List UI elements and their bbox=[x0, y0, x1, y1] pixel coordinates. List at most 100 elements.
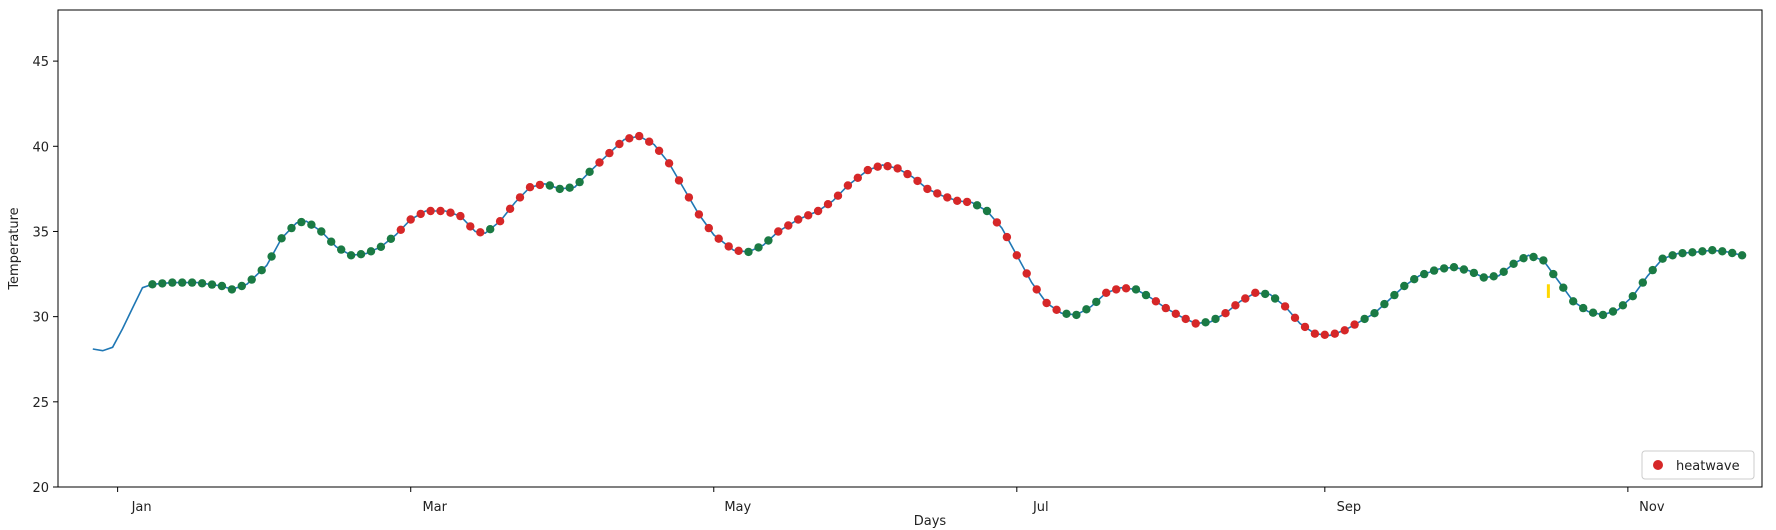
temperature-point bbox=[1638, 278, 1648, 287]
heatwave-point bbox=[1290, 313, 1300, 322]
x-axis-title: Days bbox=[914, 514, 947, 529]
heatwave-point bbox=[893, 164, 902, 173]
temperature-point bbox=[366, 247, 376, 256]
heatwave-point bbox=[863, 165, 872, 175]
temperature-point bbox=[257, 266, 266, 275]
temperature-point bbox=[1737, 251, 1747, 260]
temperature-point bbox=[1569, 297, 1578, 306]
heatwave-point bbox=[625, 134, 634, 143]
heatwave-point bbox=[962, 197, 972, 207]
temperature-point bbox=[1628, 292, 1638, 301]
y-tick-label: 30 bbox=[32, 311, 49, 326]
heatwave-point bbox=[1042, 298, 1051, 308]
temperature-point bbox=[1708, 246, 1717, 255]
heatwave-point bbox=[794, 215, 803, 224]
heatwave-point bbox=[1310, 329, 1320, 338]
heatwave-point bbox=[1300, 322, 1310, 332]
heatwave-point bbox=[515, 193, 525, 202]
temperature-point bbox=[1131, 285, 1141, 294]
y-axis: 20 25 30 35 40 45 bbox=[32, 55, 58, 496]
heatwave-point bbox=[1161, 303, 1171, 313]
heatwave-point bbox=[1340, 326, 1349, 335]
heatwave-point bbox=[933, 189, 942, 198]
temperature-point bbox=[1608, 307, 1618, 316]
temperature-point bbox=[555, 184, 564, 194]
heatwave-point bbox=[1032, 285, 1041, 294]
annotation-mark bbox=[1546, 284, 1550, 298]
heatwave-point bbox=[1171, 309, 1181, 318]
plot-frame bbox=[57, 9, 1763, 488]
temperature-point bbox=[1648, 265, 1657, 275]
x-tick-label: Jan bbox=[131, 500, 152, 515]
temperature-point bbox=[1579, 303, 1588, 313]
heatwave-point bbox=[823, 200, 833, 209]
temperature-point bbox=[1390, 290, 1399, 300]
heatwave-point bbox=[406, 215, 415, 224]
heatwave-point bbox=[804, 211, 813, 220]
temperature-point bbox=[1668, 251, 1677, 260]
heatwave-point bbox=[654, 146, 664, 155]
temperature-point bbox=[327, 237, 336, 246]
heatwave-point bbox=[923, 184, 932, 194]
temperature-point bbox=[1529, 252, 1538, 262]
heatwave-point bbox=[1231, 301, 1240, 310]
y-tick-label: 45 bbox=[32, 55, 49, 70]
temperature-point bbox=[585, 167, 594, 176]
heatwave-point bbox=[704, 223, 713, 233]
heatwave-point bbox=[1320, 330, 1330, 339]
legend-marker-heatwave bbox=[1653, 460, 1663, 470]
heatwave-point bbox=[426, 206, 435, 216]
heatwave-point bbox=[1121, 284, 1131, 293]
heatwave-point bbox=[1191, 319, 1200, 328]
heatwave-point bbox=[784, 221, 793, 230]
y-tick-label: 35 bbox=[32, 225, 49, 240]
heatwave-point bbox=[843, 181, 853, 190]
temperature-point bbox=[267, 252, 276, 261]
temperature-point bbox=[1092, 297, 1101, 307]
temperature-point bbox=[178, 278, 187, 287]
x-tick-label: May bbox=[724, 500, 751, 515]
temperature-point bbox=[1479, 273, 1489, 282]
temperature-point bbox=[1370, 309, 1379, 318]
temperature-point bbox=[1489, 272, 1498, 281]
heatwave-point bbox=[873, 162, 882, 171]
heatwave-point bbox=[1112, 285, 1121, 294]
temperature-point bbox=[187, 278, 197, 287]
temperature-line bbox=[92, 135, 1743, 352]
x-tick-label: Mar bbox=[422, 500, 447, 515]
temperature-point bbox=[217, 281, 227, 291]
temperature-point bbox=[337, 245, 346, 254]
heatwave-point bbox=[416, 209, 425, 219]
heatwave-point bbox=[913, 176, 922, 186]
temperature-point bbox=[1499, 267, 1508, 276]
temperature-point bbox=[1270, 294, 1280, 303]
heatwave-point bbox=[734, 246, 743, 255]
temperature-point bbox=[1588, 308, 1598, 317]
temperature-point bbox=[1549, 269, 1558, 279]
heatwave-point bbox=[535, 180, 545, 190]
temperature-point bbox=[1141, 290, 1151, 300]
temperature-point bbox=[207, 280, 217, 289]
temperature-point bbox=[297, 217, 306, 227]
heatwave-point bbox=[1280, 302, 1290, 311]
heatwave-point bbox=[1151, 297, 1161, 306]
temperature-point bbox=[1211, 314, 1220, 324]
heatwave-point bbox=[664, 159, 674, 168]
heatwave-point bbox=[1241, 294, 1250, 303]
heatwave-point bbox=[774, 227, 783, 236]
heatwave-point bbox=[396, 225, 405, 234]
temperature-point bbox=[1459, 265, 1469, 274]
heatwave-point bbox=[1002, 232, 1012, 242]
temperature-point bbox=[486, 225, 495, 234]
heatwave-point bbox=[476, 228, 485, 237]
heatwave-point bbox=[853, 173, 862, 182]
temperature-point bbox=[545, 181, 554, 190]
heatwave-point bbox=[505, 204, 515, 213]
heatwave-point bbox=[446, 208, 455, 217]
temperature-point bbox=[1082, 305, 1091, 314]
temperature-point bbox=[307, 220, 316, 229]
temperature-point bbox=[1400, 281, 1409, 291]
temperature-point bbox=[168, 278, 177, 287]
temperature-point bbox=[386, 234, 396, 243]
heatwave-point bbox=[1052, 305, 1061, 314]
